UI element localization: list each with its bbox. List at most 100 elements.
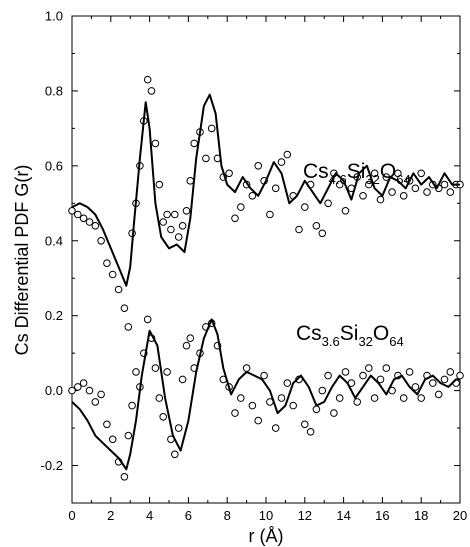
data-point <box>399 192 408 200</box>
data-point <box>295 225 303 234</box>
data-point <box>370 169 379 178</box>
data-point <box>225 169 233 178</box>
data-point <box>91 222 100 230</box>
data-point <box>85 218 94 226</box>
data-point <box>79 214 88 223</box>
data-point <box>124 323 133 331</box>
data-point <box>85 386 94 395</box>
data-point <box>202 154 210 163</box>
data-point <box>370 394 379 402</box>
data-point <box>417 394 426 402</box>
data-point <box>151 364 160 372</box>
y-tick-label: 0.6 <box>45 158 63 173</box>
data-point <box>283 379 292 387</box>
data-point <box>155 394 164 402</box>
data-point <box>182 341 191 350</box>
data-point <box>365 180 373 189</box>
plot-area <box>68 75 464 481</box>
data-point <box>248 192 257 200</box>
data-point <box>143 315 152 324</box>
data-point <box>359 371 367 380</box>
data-point <box>103 259 111 268</box>
ann-sub: 64 <box>389 334 403 349</box>
ann-sub: 64 <box>396 172 410 187</box>
data-point <box>405 368 414 376</box>
data-point <box>178 222 187 230</box>
data-point <box>91 398 100 406</box>
y-tick-label: 0.2 <box>45 308 63 323</box>
x-tick-label: 2 <box>107 508 114 523</box>
x-tick-label: 14 <box>336 508 350 523</box>
y-tick-label: 1.0 <box>45 9 63 24</box>
data-point <box>108 270 117 279</box>
data-point <box>324 371 332 380</box>
data-point <box>266 210 274 219</box>
data-point <box>283 150 292 159</box>
y-tick-label: 0.0 <box>45 383 63 398</box>
data-point <box>178 375 187 384</box>
data-point <box>399 394 408 402</box>
data-point <box>434 390 443 399</box>
data-point <box>382 364 391 372</box>
data-point <box>271 424 280 432</box>
axes: 0 2 4 6 8 10 12 14 16 18 20 -0.2 0.0 0.2 0.4 0.6 0.8 1.0 <box>41 9 468 524</box>
data-point <box>341 207 350 215</box>
data-point <box>231 214 239 223</box>
data-point <box>190 139 198 148</box>
data-point <box>159 413 167 421</box>
data-point <box>132 368 140 376</box>
x-tick-label: 16 <box>375 508 389 523</box>
data-point <box>186 177 195 185</box>
data-point <box>289 401 298 410</box>
data-point <box>97 237 105 245</box>
data-point <box>318 386 327 395</box>
x-tick-label: 10 <box>259 508 273 523</box>
ann-mid: Si <box>340 322 359 345</box>
y-tick-label: 0.8 <box>45 83 63 98</box>
data-point <box>423 188 431 196</box>
data-point <box>103 420 111 429</box>
data-point <box>312 222 321 230</box>
data-point <box>248 401 257 410</box>
data-point <box>324 199 332 208</box>
x-axis-title: r (Å) <box>249 526 284 546</box>
data-point <box>242 364 251 372</box>
data-point <box>335 394 344 402</box>
data-point <box>128 401 136 410</box>
x-tick-label: 6 <box>185 508 192 523</box>
data-point <box>411 184 420 193</box>
data-point <box>440 375 449 384</box>
data-point <box>411 383 420 391</box>
ann-base: Cs <box>303 160 329 183</box>
data-point <box>394 169 402 178</box>
data-point <box>417 169 426 178</box>
data-point <box>376 375 385 384</box>
y-tick-label: 0.4 <box>45 233 63 248</box>
x-tick-label: 18 <box>414 508 428 523</box>
data-point <box>341 368 350 376</box>
data-point <box>68 386 76 395</box>
compound-label-cs46: Cs4.6Si32O64 <box>303 160 411 187</box>
data-point <box>97 390 105 399</box>
fit-curve-1 <box>71 93 460 287</box>
data-point <box>318 229 327 238</box>
data-point <box>237 394 245 402</box>
data-point <box>353 398 362 406</box>
data-point <box>277 394 286 402</box>
data-point <box>312 405 321 414</box>
data-point <box>147 87 156 95</box>
data-point <box>301 203 309 211</box>
data-point <box>182 207 191 215</box>
data-point <box>68 207 76 215</box>
data-point <box>388 188 396 196</box>
data-point <box>330 409 338 417</box>
data-point <box>114 285 123 294</box>
ann-sub: 3.6 <box>322 334 340 349</box>
ann-end: O <box>373 322 389 345</box>
ann-sub: 32 <box>365 172 379 187</box>
data-point <box>440 180 449 189</box>
data-point <box>74 383 82 391</box>
data-point <box>365 364 373 372</box>
data-point <box>359 192 367 200</box>
